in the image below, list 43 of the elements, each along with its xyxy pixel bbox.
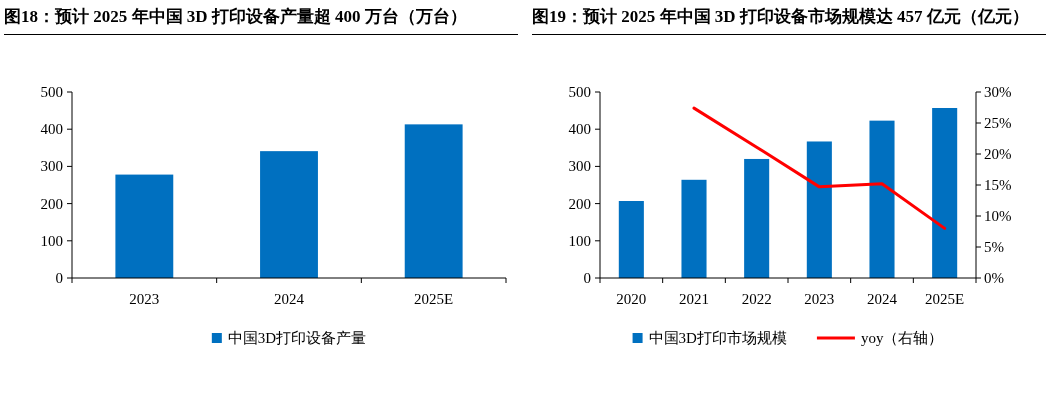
y-tick-label: 400 [40,121,63,138]
y-tick-label: 500 [40,84,63,100]
y2-tick-label: 20% [984,146,1012,162]
chart-title: 图18：预计 2025 年中国 3D 打印设备产量超 400 万台（万台） [4,4,518,35]
x-tick-label: 2024 [274,291,305,307]
chart-title: 图19：预计 2025 年中国 3D 打印设备市场规模达 457 亿元（亿元） [532,4,1046,35]
y-tick-label: 100 [568,232,591,249]
bar [932,108,958,278]
bar [404,124,463,278]
bar [869,120,895,278]
y2-tick-label: 25% [984,115,1012,131]
bar [806,141,832,278]
bar [618,201,644,278]
legend-label: 中国3D打印市场规模 [648,330,787,346]
y-tick-label: 300 [40,158,63,175]
bar [115,174,174,278]
bar [681,179,707,278]
y2-tick-label: 30% [984,84,1012,100]
y2-tick-label: 5% [984,239,1004,255]
y2-tick-label: 0% [984,270,1004,286]
y-tick-label: 200 [40,195,63,212]
y-tick-label: 300 [568,158,591,175]
bar [260,151,318,278]
y-tick-label: 500 [568,84,591,100]
x-tick-label: 2023 [129,291,160,307]
legend-label: 中国3D打印设备产量 [227,330,367,346]
y-tick-label: 0 [583,270,591,286]
line-series [692,106,947,230]
y-tick-label: 200 [568,195,591,212]
x-tick-label: 2025E [414,291,454,307]
y-tick-label: 400 [568,121,591,138]
x-tick-label: 2024 [867,291,898,307]
y2-tick-label: 10% [984,208,1012,224]
x-tick-label: 2021 [679,291,709,307]
y2-tick-label: 15% [984,177,1012,193]
legend-label: yoy（右轴） [860,330,944,346]
y-tick-label: 100 [40,232,63,249]
x-tick-label: 2023 [804,291,835,307]
x-tick-label: 2022 [741,291,772,307]
bar [744,158,770,278]
x-tick-label: 2025E [925,291,965,307]
x-tick-label: 2020 [616,291,647,307]
y-tick-label: 0 [55,270,63,286]
